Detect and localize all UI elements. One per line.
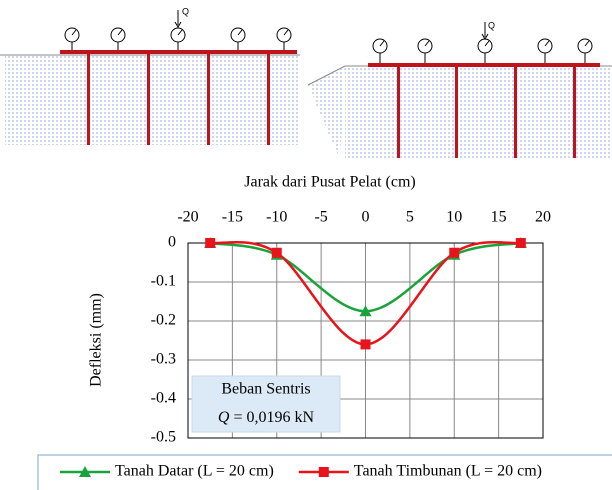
x-tick-label: -15 bbox=[222, 209, 243, 226]
marker bbox=[205, 238, 216, 248]
annotation-text: Q = 0,0196 kN bbox=[218, 409, 315, 426]
load-label: Q bbox=[182, 6, 189, 16]
legend-label: Tanah Timbunan (L = 20 cm) bbox=[354, 463, 542, 480]
y-tick-label: -0.4 bbox=[151, 390, 176, 407]
flat-ground-diagram: Q bbox=[0, 6, 300, 145]
soil bbox=[5, 55, 300, 145]
x-tick-label: 10 bbox=[446, 209, 462, 226]
y-tick-label: -0.5 bbox=[151, 429, 176, 446]
embankment-diagram: Q bbox=[307, 20, 612, 160]
y-tick-label: -0.2 bbox=[151, 312, 176, 329]
y-tick-label: 0 bbox=[168, 234, 176, 251]
gauges bbox=[372, 22, 593, 63]
y-tick-label: -0.3 bbox=[151, 351, 176, 368]
y-axis-label: Defleksi (mm) bbox=[88, 293, 105, 387]
x-tick-label: 0 bbox=[362, 209, 370, 226]
x-tick-label: -10 bbox=[266, 209, 287, 226]
annotation-box bbox=[191, 375, 341, 433]
marker bbox=[79, 466, 91, 477]
marker bbox=[449, 247, 460, 258]
plot-frame bbox=[187, 242, 544, 439]
piles bbox=[397, 67, 576, 158]
piles bbox=[87, 54, 270, 145]
x-tick-label: 20 bbox=[535, 209, 551, 226]
y-tick-label: -0.1 bbox=[151, 273, 176, 290]
x-tick-label: 15 bbox=[491, 209, 507, 226]
marker bbox=[271, 247, 282, 258]
load-label: Q bbox=[488, 20, 495, 30]
soil bbox=[308, 67, 612, 160]
marker bbox=[515, 238, 526, 248]
x-tick-label: -5 bbox=[314, 209, 327, 226]
annotation-text: Beban Sentris bbox=[221, 381, 310, 398]
x-axis-label: Jarak dari Pusat Pelat (cm) bbox=[244, 174, 416, 191]
x-tick-label: 5 bbox=[406, 209, 414, 226]
marker bbox=[318, 467, 329, 477]
plate bbox=[368, 63, 600, 67]
gauges bbox=[64, 10, 292, 50]
annotation-value: = 0,0196 kN bbox=[233, 409, 314, 426]
x-tick-label: -20 bbox=[177, 209, 198, 226]
marker bbox=[359, 305, 372, 317]
marker bbox=[360, 339, 371, 350]
annotation-symbol: Q bbox=[218, 409, 230, 426]
legend-label: Tanah Datar (L = 20 cm) bbox=[115, 463, 274, 480]
plate bbox=[60, 50, 297, 54]
